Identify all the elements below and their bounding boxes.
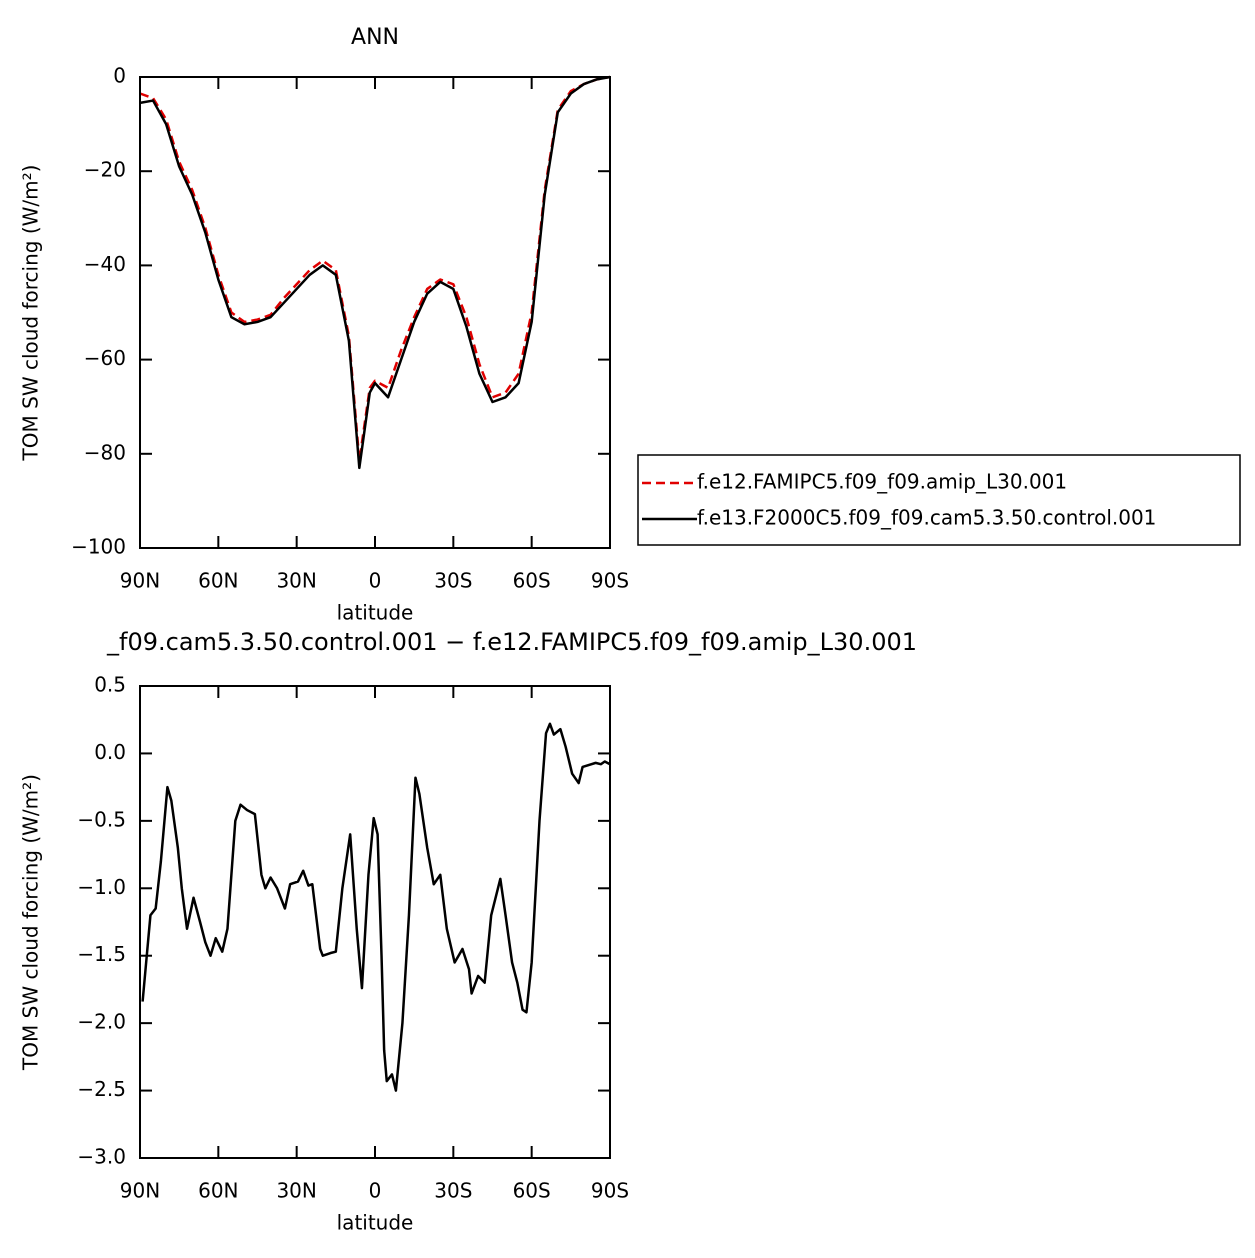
x-tick-label: 90S <box>591 1179 629 1203</box>
x-tick-label: 90N <box>120 569 160 593</box>
y-tick-label: −2.0 <box>77 1010 126 1034</box>
y-axis-label: TOM SW cloud forcing (W/m²) <box>19 774 43 1071</box>
y-tick-label: −100 <box>71 535 126 559</box>
y-tick-label: −1.5 <box>77 942 126 966</box>
x-tick-label: 90S <box>591 569 629 593</box>
y-tick-label: 0 <box>113 64 126 88</box>
x-tick-label: 60N <box>198 1179 238 1203</box>
legend-box <box>637 454 1241 546</box>
x-tick-label: 30N <box>276 1179 316 1203</box>
x-axis-label: latitude <box>337 1211 414 1235</box>
x-tick-label: 60N <box>198 569 238 593</box>
y-tick-label: −60 <box>84 346 126 370</box>
legend-label: f.e13.F2000C5.f09_f09.cam5.3.50.control.… <box>697 506 1156 530</box>
y-tick-label: −80 <box>84 440 126 464</box>
series-line <box>141 722 611 1092</box>
x-axis-label: latitude <box>337 601 414 625</box>
y-tick-label: 0.0 <box>94 740 126 764</box>
series-line <box>139 75 611 463</box>
x-tick-label: 30S <box>434 1179 472 1203</box>
plot-frame <box>139 76 611 549</box>
series-line <box>139 75 611 470</box>
x-tick-label: 60S <box>513 569 551 593</box>
x-tick-label: 30S <box>434 569 472 593</box>
x-tick-label: 90N <box>120 1179 160 1203</box>
chart-title: _f09.cam5.3.50.control.001 − f.e12.FAMIP… <box>106 628 917 656</box>
legend-label: f.e12.FAMIPC5.f09_f09.amip_L30.001 <box>697 470 1067 494</box>
x-tick-label: 0 <box>369 569 382 593</box>
y-axis-label: TOM SW cloud forcing (W/m²) <box>19 165 43 462</box>
x-tick-label: 0 <box>369 1179 382 1203</box>
chart-title: ANN <box>351 25 399 50</box>
y-tick-label: −20 <box>84 158 126 182</box>
plot-frame <box>139 685 611 1159</box>
y-tick-label: −3.0 <box>77 1145 126 1169</box>
x-tick-label: 30N <box>276 569 316 593</box>
x-tick-label: 60S <box>513 1179 551 1203</box>
y-tick-label: −2.5 <box>77 1077 126 1101</box>
y-tick-label: −1.0 <box>77 875 126 899</box>
y-tick-label: −0.5 <box>77 807 126 831</box>
y-tick-label: 0.5 <box>94 673 126 697</box>
y-tick-label: −40 <box>84 252 126 276</box>
